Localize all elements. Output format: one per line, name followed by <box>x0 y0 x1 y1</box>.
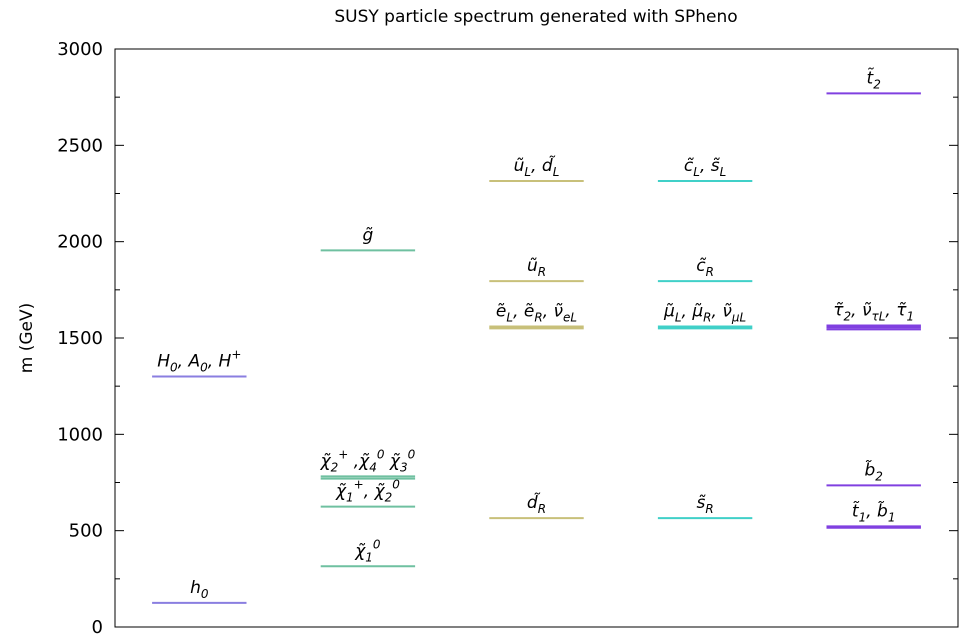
level-label: c̃R <box>696 256 714 279</box>
label-part: 2 <box>385 491 393 505</box>
label-part: τL <box>871 309 885 323</box>
label-part: 2 <box>873 77 881 91</box>
label-part: 1 <box>859 510 867 524</box>
label-part: 2 <box>331 460 339 474</box>
label-part: 0 <box>377 447 385 461</box>
label-part: , ν̃ <box>712 301 733 321</box>
y-tick-label: 500 <box>69 521 103 542</box>
label-part: + <box>354 478 364 492</box>
label-part: c̃ <box>684 156 695 176</box>
label-part: χ̃ <box>320 451 332 471</box>
label-part: R <box>705 502 713 516</box>
label-part: R <box>706 265 714 279</box>
label-part: , b̃ <box>866 500 888 521</box>
level-label: H0, A0, H+ <box>157 348 241 375</box>
level-label: χ̃10 <box>354 537 381 564</box>
label-part: , d̃ <box>531 155 556 176</box>
level-label: χ̃1+, χ̃20 <box>335 478 400 505</box>
label-part: τ̃ <box>833 300 844 320</box>
label-part: L <box>693 165 700 179</box>
label-part: , ν̃ <box>543 301 564 321</box>
label-part: , A <box>178 352 200 372</box>
label-part: , χ̃ <box>364 482 386 502</box>
label-part: d̃ <box>527 492 541 513</box>
label-part: , ẽ <box>513 301 534 321</box>
level-label: d̃R <box>527 492 546 516</box>
label-part: μ̃ <box>663 301 675 321</box>
label-part: b̃ <box>864 459 875 480</box>
label-part: 0 <box>408 447 416 461</box>
label-part: L <box>675 310 682 324</box>
label-part: 0 <box>373 537 381 551</box>
label-part: χ̃ <box>384 451 400 471</box>
y-tick-label: 1500 <box>57 328 103 349</box>
label-part: ,χ̃ <box>348 451 370 471</box>
chart-title: SUSY particle spectrum generated with SP… <box>334 7 737 27</box>
label-part: ẽ <box>496 301 506 321</box>
label-part: χ̃ <box>335 482 347 502</box>
level-label: b̃2 <box>864 459 882 483</box>
level-label: h0 <box>190 578 209 601</box>
label-part: 0 <box>170 361 178 375</box>
label-part: 0 <box>392 478 400 492</box>
plot-frame <box>114 48 959 628</box>
label-part: , μ̃ <box>682 301 704 321</box>
label-part: 3 <box>400 460 408 474</box>
label-part: t̃ <box>867 67 875 88</box>
label-part: 4 <box>369 460 377 474</box>
label-part: L <box>506 310 513 324</box>
label-part: R <box>703 310 711 324</box>
y-tick-label: 1000 <box>57 424 103 445</box>
label-part: + <box>231 348 241 362</box>
label-part: 1 <box>365 550 373 564</box>
y-tick-label: 0 <box>92 617 103 637</box>
level-label: t̃2 <box>867 67 881 91</box>
label-part: , τ̃ <box>885 300 907 320</box>
level-label: g̃ <box>363 225 374 245</box>
label-part: + <box>338 447 348 461</box>
level-label: μ̃L, μ̃R, ν̃μL <box>663 301 746 324</box>
level-label: ũL, d̃L <box>514 155 560 179</box>
label-part: , s̃ <box>700 156 721 176</box>
level-label: τ̃2, ν̃τL, τ̃1 <box>833 300 914 323</box>
label-part: h <box>190 578 201 598</box>
label-part: 1 <box>346 491 354 505</box>
label-part: , ν̃ <box>851 300 872 320</box>
label-part: R <box>538 265 546 279</box>
label-part: 1 <box>906 309 914 323</box>
label-part: s̃ <box>696 493 706 513</box>
label-part: R <box>534 310 542 324</box>
label-part: 0 <box>200 361 208 375</box>
label-part: c̃ <box>696 256 707 276</box>
label-part: , H <box>208 352 232 372</box>
label-part: L <box>553 165 560 179</box>
label-part: μL <box>731 310 746 324</box>
label-part: L <box>720 165 727 179</box>
label-part: ũ <box>514 156 525 176</box>
level-label: s̃R <box>696 493 713 516</box>
label-part: H <box>157 352 170 372</box>
label-part: 1 <box>888 510 896 524</box>
label-part: 0 <box>201 587 209 601</box>
label-part: χ̃ <box>354 541 366 561</box>
level-label: t̃1, b̃1 <box>852 500 896 524</box>
y-axis-label: m (GeV) <box>17 303 37 374</box>
y-tick-label: 2000 <box>57 232 103 253</box>
label-part: 2 <box>844 309 852 323</box>
label-part: ũ <box>527 256 538 276</box>
label-part: t̃ <box>852 500 860 521</box>
y-tick-label: 3000 <box>57 39 103 60</box>
label-part: L <box>524 165 531 179</box>
level-label: ẽL, ẽR, ν̃eL <box>496 301 577 324</box>
label-part: R <box>538 502 546 516</box>
y-tick-label: 2500 <box>57 135 103 156</box>
label-part: eL <box>563 310 577 324</box>
level-label: χ̃2+ ,χ̃40 χ̃30 <box>320 447 416 474</box>
level-label: ũR <box>527 256 546 279</box>
level-label: c̃L, s̃L <box>684 156 726 179</box>
label-part: 2 <box>875 469 883 483</box>
label-part: g̃ <box>363 225 374 245</box>
